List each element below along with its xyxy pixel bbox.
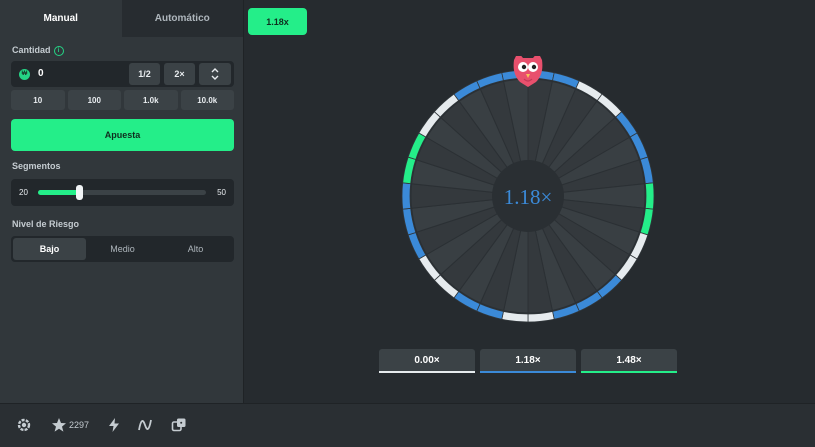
bet-sidebar: Manual Automático Cantidad i ₩ 0 1/2 2× 1… (0, 0, 244, 403)
settings-gear-icon[interactable] (16, 417, 32, 433)
wheel-segment-blue (401, 182, 412, 210)
wheel: 1.18× (401, 56, 655, 323)
amount-label-wrap: Cantidad i (12, 45, 64, 56)
amount-stepper[interactable] (199, 63, 231, 85)
favorites-count: 2297 (69, 420, 90, 430)
segments-slider-fill (38, 190, 79, 195)
star-icon[interactable] (51, 417, 67, 433)
half-button[interactable]: 1/2 (129, 63, 160, 85)
amount-input[interactable]: 0 (38, 68, 44, 79)
risk-selector: Bajo Medio Alto (11, 236, 234, 262)
tab-manual[interactable]: Manual (0, 0, 122, 37)
wheel-center-multiplier: 1.18× (504, 185, 553, 209)
wheel-segment-green (644, 182, 655, 210)
segments-slider-thumb[interactable] (76, 185, 83, 200)
tab-auto[interactable]: Automático (121, 0, 243, 37)
preset-button[interactable]: 10 (11, 90, 65, 110)
preset-button[interactable]: 10.0k (180, 90, 234, 110)
stats-curve-icon[interactable] (137, 417, 153, 433)
coin-icon: ₩ (19, 69, 30, 80)
lightning-icon[interactable] (106, 417, 122, 433)
amount-label: Cantidad (12, 45, 51, 55)
amount-input-row: ₩ 0 1/2 2× (11, 61, 234, 87)
segments-label: Segmentos (12, 161, 61, 171)
multiplier-chip-white: 0.00× (379, 349, 475, 373)
segments-max: 50 (217, 188, 226, 197)
risk-option-high[interactable]: Alto (187, 244, 204, 254)
risk-option-low[interactable]: Bajo (13, 238, 86, 260)
double-button[interactable]: 2× (164, 63, 195, 85)
info-icon[interactable]: i (53, 45, 64, 56)
multiplier-chip-green: 1.48× (581, 349, 677, 373)
risk-option-medium[interactable]: Medio (110, 244, 135, 254)
segments-slider[interactable] (38, 185, 206, 200)
chevron-up-down-icon (211, 68, 219, 80)
multiplier-chip-blue: 1.18× (480, 349, 576, 373)
segments-slider-box: 20 50 (11, 179, 234, 206)
owl-pointer-icon (513, 56, 543, 87)
wheel-hub (492, 160, 564, 232)
bottom-toolbar: 2297 (0, 403, 815, 447)
preset-row: 10 100 1.0k 10.0k (11, 90, 234, 110)
bet-button[interactable]: Apuesta (11, 119, 234, 151)
preset-button[interactable]: 1.0k (124, 90, 178, 110)
last-result-badge: 1.18x (248, 8, 307, 35)
fairness-dice-icon[interactable] (171, 417, 187, 433)
segments-min: 20 (19, 188, 28, 197)
mode-tabs: Manual Automático (0, 0, 243, 37)
risk-label: Nivel de Riesgo (12, 219, 80, 229)
preset-button[interactable]: 100 (67, 90, 121, 110)
